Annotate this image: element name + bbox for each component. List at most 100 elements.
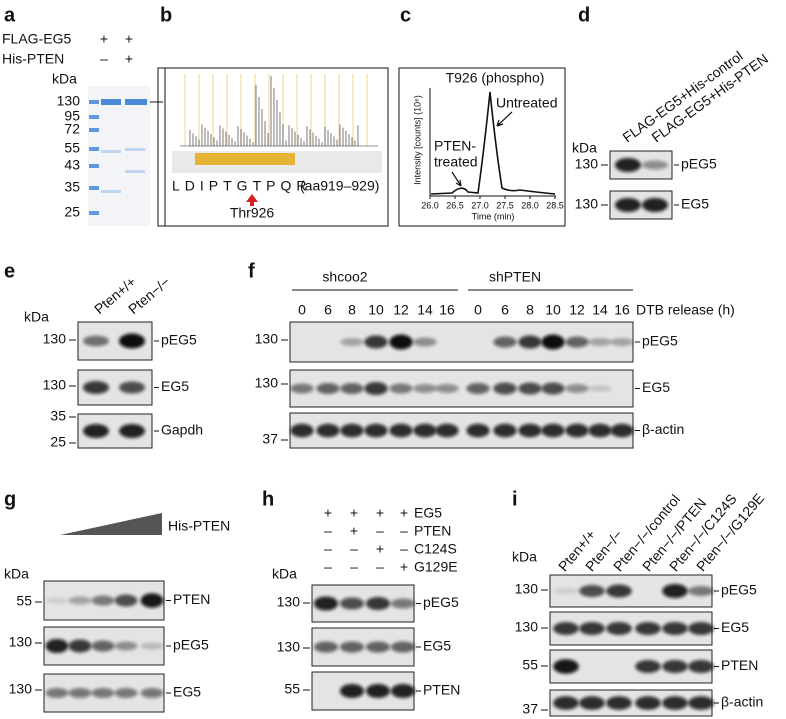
band: [340, 383, 364, 394]
band: [365, 684, 391, 698]
band: [313, 641, 339, 653]
blot-label: pEG5: [642, 333, 678, 349]
blot-label: EG5: [423, 638, 451, 654]
band: [119, 381, 145, 394]
band: [688, 622, 714, 635]
blot-label: pEG5: [423, 594, 459, 610]
band: [493, 423, 517, 438]
lane-sign: +: [350, 505, 358, 521]
band: [339, 597, 365, 610]
band: [610, 423, 634, 438]
lane-sign: +: [100, 31, 108, 47]
band: [91, 688, 115, 698]
row-label: C124S: [414, 541, 457, 557]
band: [364, 382, 388, 395]
blot-label: pEG5: [721, 582, 757, 598]
row-label: PTEN: [414, 523, 451, 539]
band: [364, 335, 388, 349]
band: [140, 642, 164, 650]
lane-sign: +: [376, 505, 384, 521]
peak-label: PTEN-: [434, 138, 476, 154]
marker-label: 72: [64, 121, 80, 137]
band: [413, 423, 437, 438]
marker-label: 35: [50, 408, 66, 424]
peak-arrow: [496, 111, 513, 127]
blot-label: PTEN: [173, 591, 210, 607]
band: [662, 660, 688, 673]
band: [553, 622, 579, 635]
marker-label: 130: [277, 639, 301, 655]
peak-arrow: [451, 171, 462, 187]
chart-title: T926 (phospho): [446, 70, 545, 86]
band: [365, 641, 391, 653]
band: [610, 338, 634, 346]
band: [541, 382, 565, 395]
lane-sign: –: [400, 541, 408, 557]
marker-label: 55: [16, 593, 32, 609]
unit-label: kDa: [52, 71, 77, 87]
band: [316, 423, 340, 438]
lane-label: FLAG-EG5+His-control: [620, 48, 746, 146]
band: [364, 423, 388, 438]
time-label: 12: [569, 302, 585, 318]
band: [91, 640, 115, 652]
faint-band: [101, 150, 121, 153]
band: [615, 158, 641, 172]
site-arrow: [246, 194, 258, 206]
band: [579, 585, 605, 597]
blot-label: PTEN: [423, 682, 460, 698]
band: [579, 622, 605, 635]
band: [579, 696, 605, 710]
x-tick-label: 28.0: [521, 200, 539, 210]
time-label: 0: [298, 302, 306, 318]
ladder-band: [89, 100, 99, 104]
marker-label: 130: [43, 331, 67, 347]
row-label: His-PTEN: [2, 51, 64, 67]
band: [588, 338, 612, 346]
marker-label: 55: [284, 681, 300, 697]
band: [413, 384, 437, 393]
blot-label: EG5: [173, 684, 201, 700]
marker-label: 130: [575, 196, 599, 212]
marker-label: 95: [64, 108, 80, 124]
ladder-band: [89, 186, 99, 190]
lane-sign: –: [100, 51, 108, 67]
band: [688, 696, 714, 710]
band: [635, 660, 661, 673]
band: [565, 423, 589, 438]
x-tick-label: 26.0: [421, 200, 439, 210]
blot-label: pEG5: [161, 332, 197, 348]
band: [688, 660, 714, 673]
panel-label: i: [512, 488, 518, 510]
marker-label: 55: [522, 657, 538, 673]
faint-band: [101, 190, 121, 193]
group-label: shPTEN: [489, 269, 541, 285]
table-hl: [195, 153, 295, 165]
bracket: [157, 67, 166, 227]
band: [45, 597, 69, 604]
lane-sign: –: [376, 559, 384, 575]
unit-label: kDa: [572, 140, 597, 156]
band: [662, 622, 688, 635]
band: [313, 596, 339, 611]
marker-label: 130: [575, 156, 599, 172]
row-label: G129E: [414, 559, 458, 575]
marker-label: 37: [262, 431, 278, 447]
marker-label: 130: [277, 594, 301, 610]
unit-label: kDa: [272, 566, 297, 582]
chart-box: [398, 67, 566, 227]
band: [119, 333, 145, 349]
blot-label: β-actin: [721, 694, 763, 710]
blot-label: EG5: [721, 619, 749, 635]
band: [68, 639, 92, 653]
blot-label: Gapdh: [161, 422, 203, 438]
band: [45, 688, 69, 698]
band: [635, 696, 661, 710]
band: [390, 598, 416, 609]
marker-label: 25: [64, 204, 80, 220]
lane-sign: +: [376, 541, 384, 557]
lane-sign: –: [400, 523, 408, 539]
band: [390, 684, 416, 698]
marker-label: 130: [9, 634, 33, 650]
